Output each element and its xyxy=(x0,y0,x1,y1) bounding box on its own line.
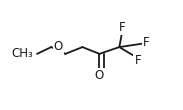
Text: O: O xyxy=(54,40,63,53)
Text: F: F xyxy=(143,36,150,49)
Text: F: F xyxy=(135,54,141,67)
Text: F: F xyxy=(119,21,126,34)
Text: O: O xyxy=(95,69,104,82)
Text: CH₃: CH₃ xyxy=(11,47,33,60)
